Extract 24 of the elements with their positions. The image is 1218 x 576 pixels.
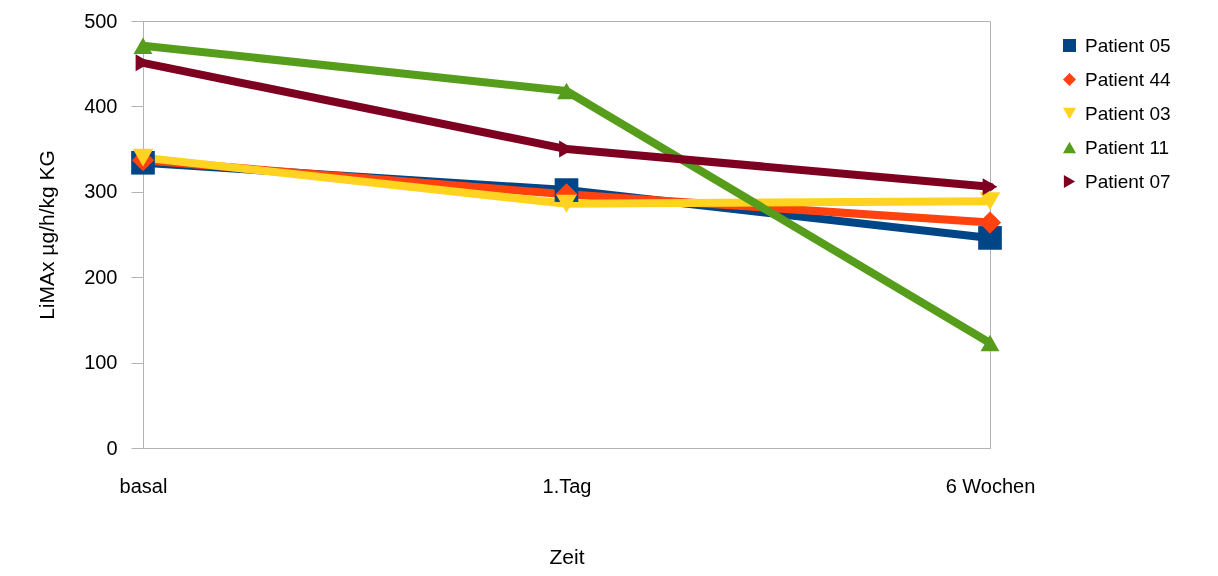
legend-label: Patient 03 [1085,102,1171,124]
y-tick-label: 100 [84,351,118,374]
y-tick-label: 300 [84,180,118,203]
y-tick-label: 200 [84,265,118,288]
legend-label: Patient 11 [1085,136,1170,158]
y-tick-label: 0 [106,436,118,459]
y-axis-title: LiMAx µg/h/kg KG [35,150,59,320]
legend-label: Patient 05 [1085,34,1171,56]
x-tick-label: 1.Tag [542,474,592,497]
point [978,226,1002,250]
point [556,194,577,213]
y-tick-label: 400 [84,94,118,117]
point [132,148,154,167]
legend-label: Patient 44 [1085,68,1171,90]
x-tick-label: basal [119,474,168,497]
point [980,334,1000,352]
point [133,37,153,54]
y-tick-label: 500 [84,9,118,32]
point [982,178,998,196]
point [557,82,576,100]
point [979,192,1001,211]
x-tick-label: 6 Wochen [945,474,1036,497]
x-axis-title: Zeit [549,544,585,568]
legend-label: Patient 07 [1085,170,1171,192]
